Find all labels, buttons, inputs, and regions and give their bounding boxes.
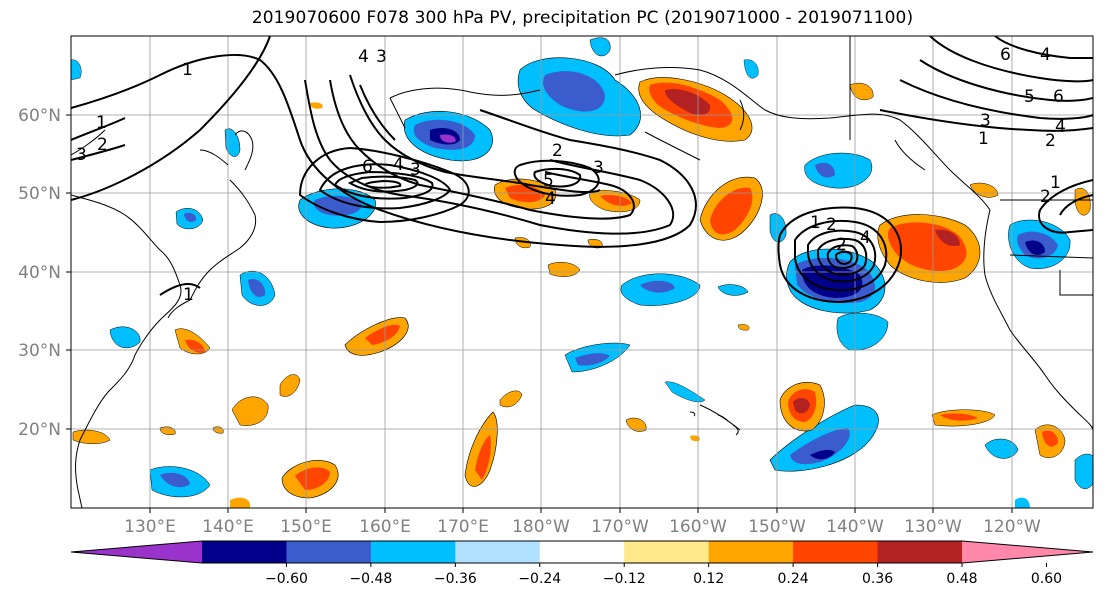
contour-label: 2 <box>1045 131 1056 151</box>
lon-tick-label: 140°W <box>826 517 884 537</box>
contour-label: 3 <box>410 160 421 180</box>
colorbar-tick-label: 0.48 <box>946 571 977 587</box>
colorbar-tick-label: −0.12 <box>603 571 646 587</box>
contour-label: 1 <box>182 60 193 80</box>
colorbar-segment <box>877 541 963 563</box>
lat-tick-label: 50°N <box>18 184 61 204</box>
lon-tick-label: 150°E <box>280 517 332 537</box>
contour-label: 4 <box>1055 117 1066 137</box>
colorbar-segment <box>370 541 456 563</box>
lon-tick-label: 170°E <box>437 517 489 537</box>
contour-label: 3 <box>980 111 991 131</box>
contour-label: 3 <box>593 158 604 178</box>
lon-tick-label: 170°W <box>591 517 649 537</box>
precip-negative-areas <box>71 37 1093 508</box>
colorbar: −0.60 −0.48 −0.36 −0.24 −0.12 0.12 0.24 0.36 0.4… <box>70 540 1094 587</box>
contour-label: 6 <box>362 157 373 177</box>
lat-axis: 60°N 50°N 40°N 30°N 20°N <box>18 106 71 440</box>
contour-label: 1 <box>810 213 821 233</box>
colorbar-segment <box>539 541 625 563</box>
lon-axis: 130°E 140°E 150°E 160°E 170°E 180°W 170°… <box>124 508 1041 537</box>
colorbar-tick-label: 0.24 <box>778 571 809 587</box>
contour-label-group: 1 1 2 3 4 3 2 3 5 4 6 4 3 1 2 2 4 6 4 5 … <box>76 45 1066 305</box>
colorbar-tick-label: 0.36 <box>862 571 893 587</box>
contour-label: 2 <box>1040 187 1051 207</box>
precip-positive-areas <box>72 77 1091 508</box>
colorbar-tick-label: 0.12 <box>693 571 724 587</box>
colorbar-segment <box>624 541 710 563</box>
lon-tick-label: 180°W <box>512 517 570 537</box>
lon-tick-label: 140°E <box>202 517 254 537</box>
lon-tick-label: 160°E <box>359 517 411 537</box>
lon-tick-label: 150°W <box>748 517 806 537</box>
contour-label: 1 <box>96 113 107 133</box>
contour-label: 4 <box>545 189 556 209</box>
contour-label: 6 <box>1053 87 1064 107</box>
contour-label: 3 <box>76 145 87 165</box>
contour-label: 2 <box>826 215 837 235</box>
contour-label: 2 <box>836 235 847 255</box>
colorbar-segment <box>455 541 541 563</box>
contour-label: 6 <box>1000 45 1011 65</box>
lat-tick-label: 40°N <box>18 263 61 283</box>
colorbar-segment <box>793 541 879 563</box>
contour-label: 2 <box>552 141 563 161</box>
colorbar-tick-label: −0.36 <box>434 571 477 587</box>
contour-label: 5 <box>1024 87 1035 107</box>
contour-label: 4 <box>393 155 404 175</box>
contour-label: 4 <box>358 47 369 67</box>
colorbar-segment <box>286 541 372 563</box>
contour-label: 1 <box>978 129 989 149</box>
colorbar-extend-low <box>71 541 202 563</box>
contour-label: 1 <box>1050 173 1061 193</box>
lon-tick-label: 160°W <box>669 517 727 537</box>
contour-label: 3 <box>376 47 387 67</box>
map-title: 2019070600 F078 300 hPa PV, precipitatio… <box>251 8 914 28</box>
lat-tick-label: 60°N <box>18 106 61 126</box>
contour-label: 1 <box>183 285 194 305</box>
map-content: 1 1 2 3 4 3 2 3 5 4 6 4 3 1 2 2 4 6 4 5 … <box>71 36 1093 508</box>
lon-tick-label: 130°E <box>124 517 176 537</box>
pv-contours <box>71 36 1093 304</box>
colorbar-outline <box>70 540 1094 564</box>
contour-label: 4 <box>1040 45 1051 65</box>
colorbar-tick-label: −0.24 <box>518 571 561 587</box>
contour-label: 4 <box>860 228 871 248</box>
colorbar-tick-label: −0.60 <box>265 571 308 587</box>
colorbar-extend-high <box>962 541 1093 563</box>
lon-tick-label: 130°W <box>904 517 962 537</box>
contour-label: 2 <box>97 135 108 155</box>
lat-tick-label: 30°N <box>18 341 61 361</box>
lon-tick-label: 120°W <box>983 517 1041 537</box>
colorbar-tick-label: 0.60 <box>1031 571 1062 587</box>
colorbar-tick-label: −0.48 <box>349 571 392 587</box>
contour-label: 5 <box>543 171 554 191</box>
colorbar-segment <box>708 541 794 563</box>
lat-tick-label: 20°N <box>18 420 61 440</box>
colorbar-segment <box>202 541 287 563</box>
